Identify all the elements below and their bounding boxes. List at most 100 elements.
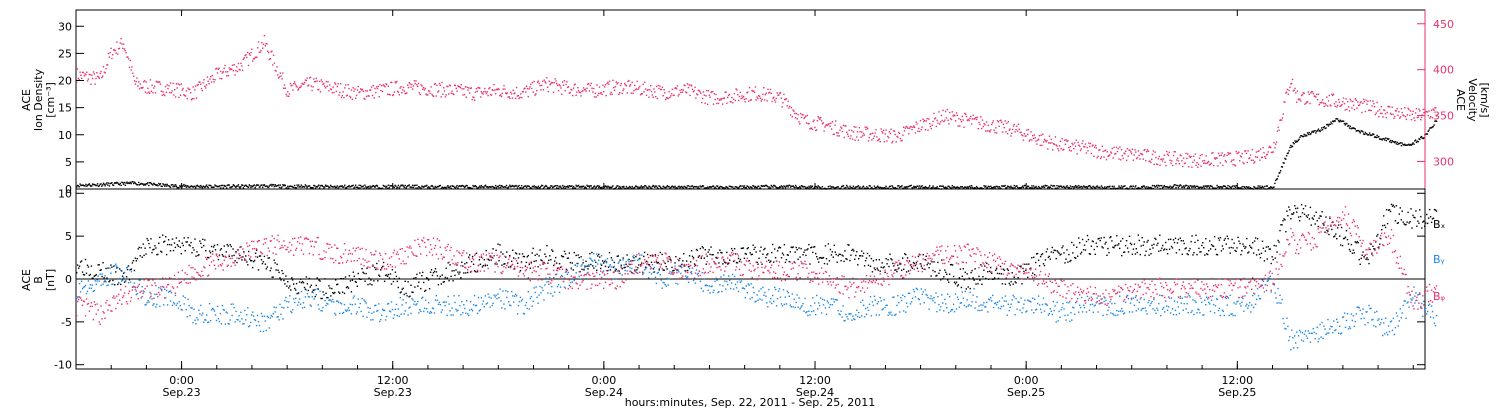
velocity-series-point bbox=[1155, 156, 1157, 159]
velocity-series-point bbox=[1347, 101, 1349, 103]
velocity-series-point bbox=[1246, 161, 1248, 164]
density-series-point bbox=[1118, 185, 1120, 187]
density-series-point bbox=[1174, 184, 1176, 186]
density-series-point bbox=[494, 184, 497, 187]
density-series-point bbox=[600, 187, 602, 189]
bx-series-point bbox=[135, 260, 137, 262]
bx-series-point bbox=[549, 255, 551, 257]
density-series-point bbox=[1106, 186, 1108, 188]
bx-series-point bbox=[212, 246, 215, 248]
velocity-series-point bbox=[272, 54, 275, 56]
bx-series-point bbox=[168, 243, 171, 246]
density-series-point bbox=[1308, 131, 1310, 134]
velocity-series-point bbox=[1285, 91, 1288, 93]
velocity-series-point bbox=[981, 119, 984, 121]
velocity-series-point bbox=[656, 97, 659, 100]
bx-series-point bbox=[1354, 241, 1356, 243]
bx-series-point bbox=[263, 255, 266, 258]
velocity-series-point bbox=[915, 121, 917, 123]
velocity-series-point bbox=[1135, 151, 1137, 153]
density-series-point bbox=[1318, 130, 1320, 132]
velocity-series-point bbox=[603, 86, 606, 88]
density-series-point bbox=[745, 187, 747, 189]
velocity-series-point bbox=[691, 85, 693, 87]
bx-series-point bbox=[526, 256, 528, 258]
velocity-series-point bbox=[1404, 115, 1407, 118]
velocity-series-point bbox=[984, 124, 986, 126]
velocity-series-point bbox=[380, 89, 382, 92]
density-series-point bbox=[994, 187, 996, 189]
density-series-point bbox=[999, 187, 1001, 189]
density-series-point bbox=[258, 186, 261, 188]
velocity-series-point bbox=[556, 84, 559, 87]
density-series-point bbox=[996, 185, 998, 188]
velocity-series-point bbox=[394, 81, 396, 83]
density-series-point bbox=[462, 185, 464, 187]
density-series-point bbox=[671, 185, 674, 187]
velocity-series-point bbox=[800, 116, 803, 119]
velocity-series-point bbox=[1290, 82, 1293, 85]
velocity-series-point bbox=[1324, 102, 1326, 105]
velocity-series-point bbox=[1202, 160, 1204, 162]
density-series-point bbox=[1086, 187, 1088, 189]
density-series-point bbox=[436, 186, 438, 188]
by-series-point bbox=[127, 282, 130, 284]
velocity-series-point bbox=[353, 90, 355, 92]
velocity-series-point bbox=[814, 126, 816, 129]
bx-series-point bbox=[193, 249, 195, 251]
density-series-point bbox=[1241, 186, 1243, 188]
density-series-point bbox=[121, 181, 123, 183]
velocity-series-point bbox=[989, 131, 991, 133]
density-series-point bbox=[539, 187, 541, 189]
velocity-series-point bbox=[998, 125, 1000, 127]
density-series-point bbox=[110, 182, 112, 184]
velocity-series-point bbox=[575, 94, 577, 96]
density-series-point bbox=[792, 185, 794, 187]
density-series-point bbox=[318, 184, 320, 186]
density-series-point bbox=[1398, 142, 1400, 145]
bx-series-point bbox=[827, 243, 830, 245]
bx-series-point bbox=[413, 277, 415, 279]
density-series-point bbox=[380, 187, 382, 190]
velocity-series-point bbox=[1388, 106, 1390, 108]
velocity-series-point bbox=[1086, 146, 1088, 149]
by-series-point bbox=[273, 306, 275, 308]
density-series-point bbox=[428, 187, 431, 189]
density-series-point bbox=[1340, 120, 1342, 123]
density-series-point bbox=[264, 185, 266, 187]
velocity-series-point bbox=[788, 107, 790, 109]
density-series-point bbox=[373, 185, 375, 187]
bx-series-point bbox=[1156, 244, 1158, 246]
density-series-point bbox=[1433, 124, 1435, 126]
density-series-point bbox=[749, 186, 752, 188]
velocity-series-point bbox=[140, 87, 142, 89]
density-series-point bbox=[562, 186, 565, 189]
velocity-series-point bbox=[551, 81, 553, 84]
velocity-series-point bbox=[1363, 98, 1365, 101]
velocity-series-point bbox=[1212, 152, 1214, 154]
velocity-series-point bbox=[261, 42, 263, 44]
density-series-point bbox=[1002, 185, 1005, 187]
velocity-series-point bbox=[515, 86, 518, 89]
bx-series-point bbox=[874, 268, 876, 271]
bx-series-point bbox=[661, 253, 663, 256]
bx-series-point bbox=[421, 275, 423, 277]
bx-series-point bbox=[1044, 259, 1047, 261]
velocity-series-point bbox=[318, 88, 320, 91]
density-series-point bbox=[321, 184, 323, 187]
density-series-point bbox=[1213, 187, 1216, 189]
density-series-point bbox=[1181, 186, 1183, 189]
velocity-series-point bbox=[160, 90, 162, 92]
velocity-series-point bbox=[1036, 143, 1038, 145]
density-series-point bbox=[925, 186, 927, 189]
by-series-point bbox=[79, 291, 82, 293]
density-series-point bbox=[1235, 185, 1237, 187]
bx-series-point bbox=[729, 259, 731, 261]
velocity-series-point bbox=[1175, 163, 1177, 165]
bx-series-point bbox=[924, 258, 926, 261]
velocity-series-point bbox=[766, 100, 768, 102]
density-series-point bbox=[919, 187, 922, 189]
velocity-series-point bbox=[1166, 153, 1169, 155]
velocity-series-point bbox=[682, 89, 684, 91]
velocity-series-point bbox=[841, 127, 843, 129]
